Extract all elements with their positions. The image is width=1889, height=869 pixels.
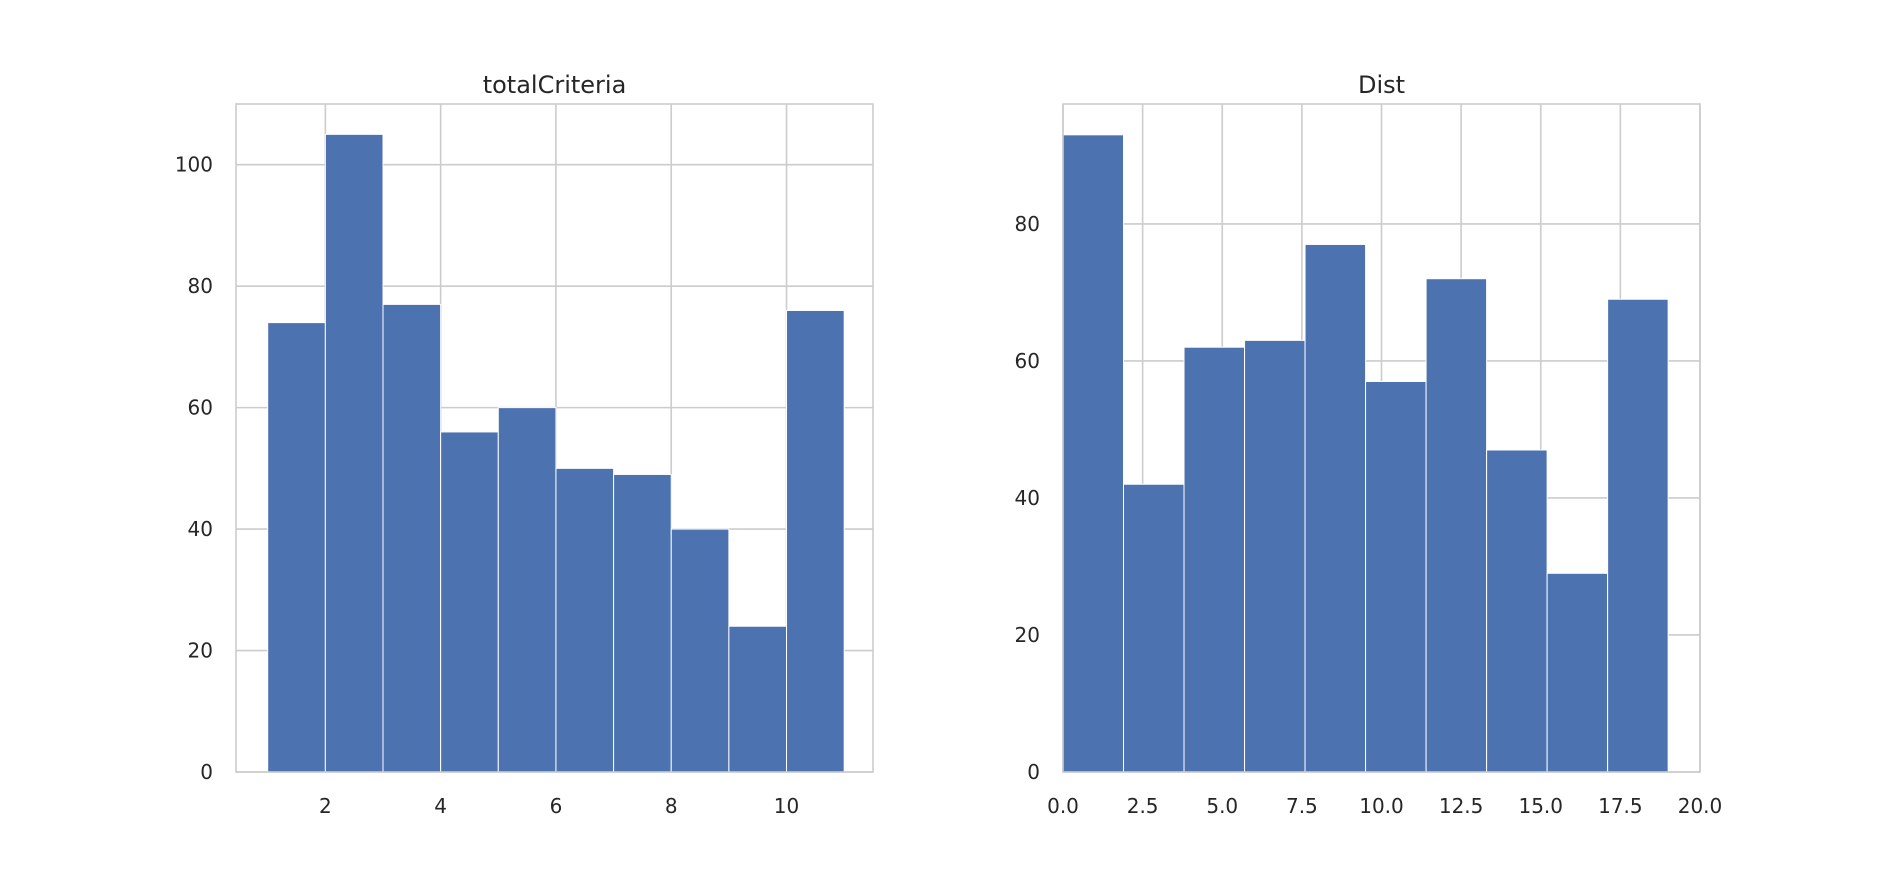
histogram-bar: [267, 322, 326, 773]
y-tick-label: 80: [1015, 212, 1040, 236]
histogram-bar: [1304, 243, 1367, 773]
bars: [1062, 134, 1669, 773]
x-tick-label: 20.0: [1678, 794, 1723, 818]
y-tick-label: 20: [188, 639, 213, 663]
histogram-dist: 0.0 2.5 5.0 7.5 10.0 12.5 15.0 17.5 20.0 0 20 40 60…: [1015, 71, 1723, 818]
histogram-bar: [728, 625, 788, 773]
histogram-bar: [324, 133, 384, 773]
y-tick-labels: 0 20 40 60 80 100: [175, 153, 213, 784]
x-tick-label: 4: [434, 794, 447, 818]
chart-title: Dist: [1358, 71, 1405, 99]
x-tick-label: 8: [665, 794, 678, 818]
x-tick-label: 6: [550, 794, 563, 818]
histogram-bar: [382, 303, 442, 773]
histogram-bar: [1183, 346, 1246, 773]
x-tick-label: 7.5: [1286, 794, 1318, 818]
y-tick-label: 40: [188, 517, 213, 541]
histogram-bar: [555, 467, 615, 773]
y-tick-label: 100: [175, 153, 213, 177]
y-tick-label: 0: [1027, 760, 1040, 784]
x-tick-label: 2.5: [1127, 794, 1159, 818]
y-tick-label: 60: [1015, 349, 1040, 373]
histogram-bar: [613, 473, 672, 773]
x-tick-label: 10.0: [1359, 794, 1404, 818]
x-tick-label: 17.5: [1598, 794, 1643, 818]
histogram-bar: [1607, 298, 1669, 773]
histogram-bar: [1123, 483, 1185, 773]
x-tick-label: 12.5: [1439, 794, 1484, 818]
x-tick-label: 2: [319, 794, 332, 818]
histogram-total-criteria: 2 4 6 8 10 0 20 40 60 80 100 totalCriteria: [175, 71, 874, 818]
histogram-bar: [1425, 278, 1488, 773]
x-tick-labels: 0.0 2.5 5.0 7.5 10.0 12.5 15.0 17.5 20.0: [1047, 794, 1722, 818]
x-tick-label: 15.0: [1518, 794, 1563, 818]
bars: [267, 133, 845, 773]
axes-frame: [1062, 103, 1701, 773]
y-tick-labels: 0 20 40 60 80: [1015, 212, 1040, 784]
histogram-bar: [1546, 572, 1609, 773]
x-tick-labels: 2 4 6 8 10: [319, 794, 799, 818]
y-tick-label: 40: [1015, 486, 1040, 510]
x-tick-label: 0.0: [1047, 794, 1079, 818]
x-tick-label: 10: [774, 794, 799, 818]
histogram-bar: [1365, 380, 1427, 773]
chart-title: totalCriteria: [483, 71, 627, 99]
y-tick-label: 20: [1015, 623, 1040, 647]
histogram-bar: [670, 528, 730, 773]
y-tick-label: 60: [188, 396, 213, 420]
y-tick-label: 80: [188, 274, 213, 298]
histogram-bar: [440, 431, 499, 773]
y-tick-label: 0: [200, 760, 213, 784]
histogram-bar: [786, 309, 845, 773]
histogram-bar: [1486, 449, 1548, 773]
x-tick-label: 5.0: [1206, 794, 1238, 818]
histogram-bar: [1062, 134, 1125, 773]
histogram-bar: [497, 407, 557, 773]
histogram-bar: [1244, 339, 1306, 773]
axes-frame: [235, 103, 874, 773]
